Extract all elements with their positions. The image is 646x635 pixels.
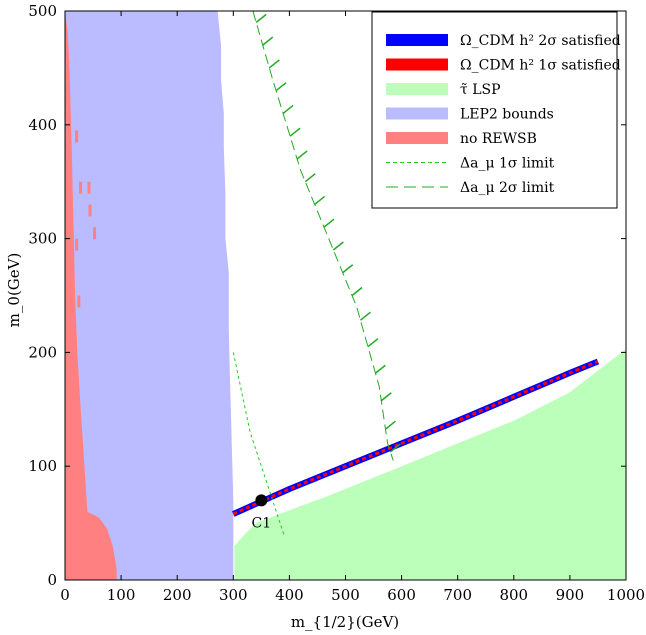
amu-2sigma-hatch	[359, 311, 371, 321]
legend-swatch-lep2	[386, 107, 448, 120]
amu-2sigma-line	[252, 10, 394, 461]
x-tick-label: 600	[387, 586, 416, 604]
amu-2sigma-hatch	[282, 104, 294, 115]
amu-2sigma-hatch	[268, 59, 280, 69]
x-tick-label: 900	[556, 586, 585, 604]
rewsb-speck	[93, 227, 97, 240]
rewsb-speck	[75, 130, 79, 143]
legend-swatch-omega2	[386, 34, 448, 46]
legend-swatch-omega1	[386, 58, 448, 71]
legend-label-amu2: Δa_μ 2σ limit	[460, 180, 555, 196]
region-stau	[234, 349, 626, 580]
x-tick-label: 0	[60, 586, 70, 604]
legend-label-omega1: Ω_CDM h² 1σ satisfied	[460, 58, 621, 74]
legend-swatch-stau	[386, 83, 448, 95]
regions-layer	[65, 11, 626, 580]
y-tick-label: 0	[47, 571, 57, 589]
region-lep2	[65, 11, 234, 580]
x-tick-label: 500	[331, 586, 360, 604]
y-tick-label: 500	[28, 2, 57, 20]
rewsb-speck	[88, 204, 92, 217]
y-axis-label: m_0(GeV)	[5, 253, 23, 328]
rewsb-speck	[75, 238, 79, 251]
x-axis-ticks: 0 100 200 300 400 500 600 700 800 900 1000	[60, 11, 645, 604]
x-tick-label: 200	[163, 586, 192, 604]
amu-2sigma-hatch	[275, 82, 287, 92]
lines-layer	[232, 10, 600, 535]
amu-2sigma-hatch	[351, 286, 363, 297]
amu-2sigma-hatch	[255, 13, 267, 23]
amu-2sigma-hatch	[389, 443, 401, 453]
amu-2sigma-hatch	[296, 150, 308, 160]
x-tick-label: 100	[107, 586, 136, 604]
points-layer: C1	[252, 494, 272, 531]
amu-2sigma-hatch	[304, 173, 316, 183]
amu-2sigma-hatch	[332, 241, 344, 251]
x-tick-label: 1000	[607, 586, 645, 604]
amu-2sigma-hatch	[314, 195, 326, 206]
amu-2sigma-hatch	[262, 36, 274, 46]
rewsb-speck	[87, 181, 91, 194]
x-tick-label: 300	[219, 586, 248, 604]
legend-label-amu1: Δa_μ 1σ limit	[460, 156, 555, 172]
y-tick-label: 300	[28, 230, 57, 248]
benchmark-point	[255, 494, 268, 507]
amu-1sigma-line	[232, 352, 285, 535]
x-tick-label: 700	[443, 586, 472, 604]
legend-label-lep2: LEP2 bounds	[460, 107, 554, 123]
amu-2sigma-hatch	[342, 264, 354, 274]
amu-2sigma-hatch	[374, 364, 386, 374]
x-tick-label: 400	[275, 586, 304, 604]
benchmark-point-label: C1	[252, 515, 272, 531]
legend-label-omega2: Ω_CDM h² 2σ satisfied	[460, 33, 621, 49]
rewsb-speck	[77, 295, 81, 308]
region-rewsb	[65, 11, 117, 580]
amu-2sigma-hatch	[380, 392, 392, 402]
y-tick-label: 100	[28, 457, 57, 475]
legend-label-rewsb: no REWSB	[460, 131, 537, 147]
rewsb-speck	[79, 181, 83, 194]
x-axis-label: m_{1/2}(GeV)	[291, 613, 399, 631]
legend-label-stau: τ̃ LSP	[460, 82, 501, 98]
omega-1sigma-band	[232, 360, 599, 516]
legend-swatch-rewsb	[386, 132, 448, 144]
amu-2sigma-hatch	[289, 127, 301, 137]
amu-2sigma-hatch	[367, 338, 379, 348]
y-tick-label: 200	[28, 343, 57, 361]
y-tick-label: 400	[28, 116, 57, 134]
x-tick-label: 800	[499, 586, 528, 604]
amu-2sigma-hatch	[385, 420, 396, 430]
amu-2sigma-hatch	[323, 218, 335, 228]
legend: Ω_CDM h² 2σ satisfied Ω_CDM h² 1σ satisfi…	[371, 11, 621, 209]
y-axis-ticks: 0 100 200 300 400 500	[28, 2, 626, 589]
